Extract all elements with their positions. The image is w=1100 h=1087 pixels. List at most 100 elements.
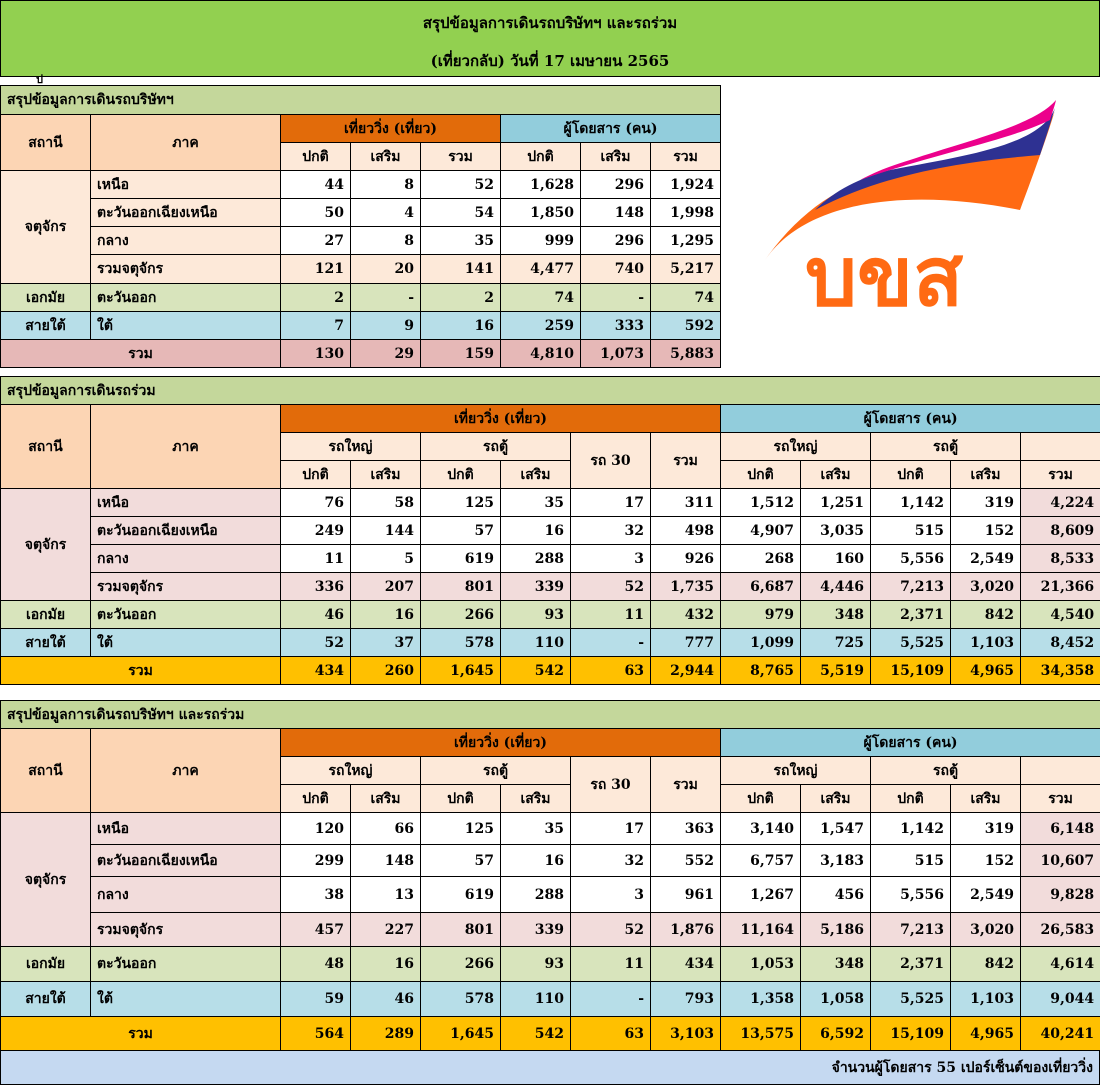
logo-pink-swoosh xyxy=(860,100,1056,180)
value-cell: 32 xyxy=(570,844,651,877)
col-extra: เสริม xyxy=(950,460,1021,489)
pass-bigbus-header: รถใหญ่ xyxy=(720,432,871,461)
value-cell: 2,549 xyxy=(950,544,1021,573)
value-cell: 288 xyxy=(500,876,571,913)
value-cell: 319 xyxy=(950,488,1021,517)
col-normal: ปกติ xyxy=(720,460,801,489)
value-cell: 2,944 xyxy=(650,656,721,685)
value-cell: 4,614 xyxy=(1019,946,1100,982)
combined-table-title: สรุปข้อมูลการเดินรถบริษัทฯ และรถร่วม xyxy=(0,700,1100,729)
report-subtitle: (เที่ยวกลับ) วันที่ 17 เมษายน 2565 xyxy=(430,52,670,70)
table-row: กลาง 11 5 619 288 3 926 268 160 5,556 2,549 8,533 xyxy=(1,544,1100,573)
value-cell: 3 xyxy=(570,876,651,913)
trip-bus30-header: รถ 30 xyxy=(570,756,651,813)
station-header: สถานี xyxy=(0,404,91,489)
value-cell: 11 xyxy=(280,544,351,573)
value-cell: 63 xyxy=(570,656,651,685)
value-cell: 37 xyxy=(350,628,421,657)
value-cell: 348 xyxy=(800,600,871,629)
value-cell: 9 xyxy=(350,311,421,340)
company-summary-table: สรุปข้อมูลการเดินรถบริษัทฯ สถานี ภาค เที… xyxy=(0,85,722,368)
region-cell: เหนือ xyxy=(90,170,281,199)
table-row: รวม 434 260 1,645 542 63 2,944 8,765 5,519 15,109… xyxy=(0,656,1100,685)
value-cell: 299 xyxy=(280,844,351,877)
station-cell: จตุจักร xyxy=(0,170,91,284)
value-cell: 4,907 xyxy=(720,516,801,545)
passengers-header: ผู้โดยสาร (คน) xyxy=(719,728,1100,757)
pass-van-header: รถตู้ xyxy=(870,756,1021,785)
pass-total-spacer xyxy=(1019,432,1100,461)
value-cell: 16 xyxy=(350,600,421,629)
col-trip-normal: ปกติ xyxy=(280,142,351,171)
col-extra: เสริม xyxy=(800,460,871,489)
value-cell: 1,103 xyxy=(950,628,1021,657)
stray-mark: ป xyxy=(36,73,43,86)
value-cell: 961 xyxy=(650,876,721,913)
value-cell: 148 xyxy=(350,844,421,877)
trip-total-header: รวม xyxy=(650,756,721,813)
value-cell: 5,519 xyxy=(800,656,871,685)
value-cell: 152 xyxy=(950,844,1021,877)
value-cell: - xyxy=(570,628,651,657)
value-cell: 1,645 xyxy=(420,1016,501,1051)
trip-bigbus-header: รถใหญ่ xyxy=(280,432,421,461)
region-cell: ตะวันออกเฉียงเหนือ xyxy=(90,844,281,877)
combined-summary-table: สรุปข้อมูลการเดินรถบริษัทฯ และรถร่วม สถา… xyxy=(0,700,1100,1051)
table-row: เอกมัย ตะวันออก 48 16 266 93 11 434 1,053 348 2,37… xyxy=(0,946,1100,982)
value-cell: 564 xyxy=(280,1016,351,1051)
col-total: รวม xyxy=(1019,784,1100,813)
region-cell: ใต้ xyxy=(90,981,281,1017)
value-cell: 63 xyxy=(570,1016,651,1051)
region-header: ภาค xyxy=(90,728,281,813)
value-cell: 59 xyxy=(280,981,351,1017)
col-pass-total: รวม xyxy=(649,142,722,171)
value-cell: 58 xyxy=(350,488,421,517)
value-cell: 57 xyxy=(420,516,501,545)
value-cell: 38 xyxy=(280,876,351,913)
value-cell: 4,477 xyxy=(500,254,581,284)
value-cell: 3,035 xyxy=(800,516,871,545)
region-cell: กลาง xyxy=(90,544,281,573)
value-cell: 13 xyxy=(350,876,421,913)
trips-header: เที่ยววิ่ง (เที่ยว) xyxy=(280,114,501,143)
col-extra: เสริม xyxy=(500,784,571,813)
value-cell: 5,556 xyxy=(870,876,951,913)
value-cell: 35 xyxy=(500,488,571,517)
table-row: จตุจักร เหนือ 120 66 125 35 17 363 3,140 1,547 1,1… xyxy=(0,812,1100,947)
value-cell: 926 xyxy=(650,544,721,573)
value-cell: 498 xyxy=(650,516,721,545)
value-cell: 249 xyxy=(280,516,351,545)
value-cell: 6,757 xyxy=(720,844,801,877)
value-cell: 5,883 xyxy=(649,339,722,368)
value-cell: 288 xyxy=(500,544,571,573)
value-cell: 3,020 xyxy=(950,912,1021,947)
col-extra: เสริม xyxy=(500,460,571,489)
value-cell: 5,525 xyxy=(870,981,951,1017)
value-cell: 1,058 xyxy=(800,981,871,1017)
value-cell: 578 xyxy=(420,981,501,1017)
value-cell: 592 xyxy=(649,311,722,340)
value-cell: 542 xyxy=(500,656,571,685)
station-cell: เอกมัย xyxy=(0,600,91,629)
value-cell: 1,924 xyxy=(649,170,722,199)
value-cell: 35 xyxy=(420,226,501,255)
value-cell: 1,267 xyxy=(720,876,801,913)
table-row: รวมจตุจักร 336 207 801 339 52 1,735 6,687 4,446 7… xyxy=(1,572,1100,601)
value-cell: 1,358 xyxy=(720,981,801,1017)
value-cell: 16 xyxy=(350,946,421,982)
value-cell: 5,217 xyxy=(649,254,722,284)
value-cell: 46 xyxy=(350,981,421,1017)
trip-total-header: รวม xyxy=(650,432,721,489)
bks-logo: บขส xyxy=(750,100,1080,325)
report-title: สรุปข้อมูลการเดินรถบริษัทฯ และรถร่วม xyxy=(422,14,678,32)
value-cell: 20 xyxy=(350,254,421,284)
value-cell: 1,053 xyxy=(720,946,801,982)
value-cell: - xyxy=(570,981,651,1017)
value-cell: 4,965 xyxy=(950,656,1021,685)
table-row: สายใต้ ใต้ 7 9 16 259 333 592 xyxy=(0,311,722,340)
col-trip-total: รวม xyxy=(420,142,501,171)
value-cell: 1,073 xyxy=(580,339,651,368)
value-cell: 76 xyxy=(280,488,351,517)
value-cell: 1,251 xyxy=(800,488,871,517)
value-cell: 52 xyxy=(570,912,651,947)
